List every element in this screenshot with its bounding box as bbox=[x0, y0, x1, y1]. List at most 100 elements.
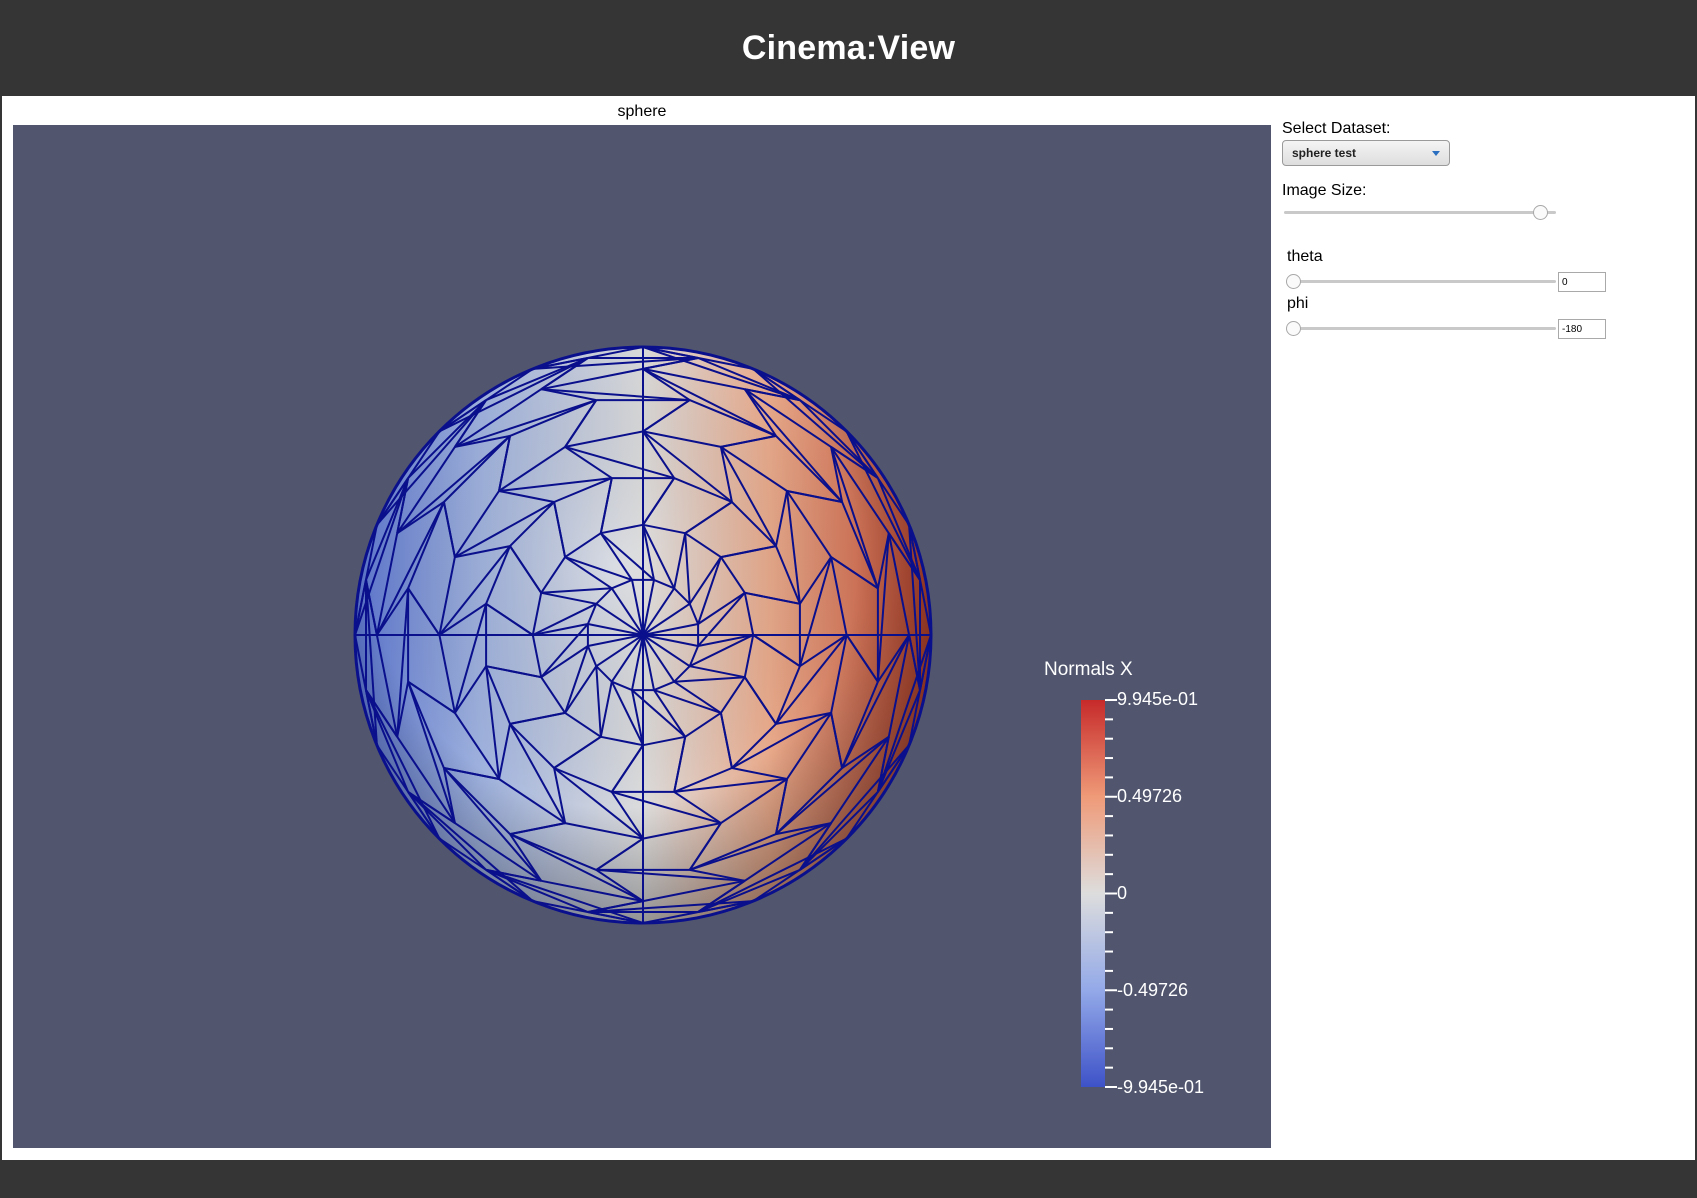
mesh-edge bbox=[564, 532, 602, 558]
image-size-slider-track[interactable] bbox=[1284, 211, 1556, 214]
mesh-edge bbox=[407, 791, 534, 902]
mesh-edge bbox=[600, 523, 644, 535]
mesh-edge bbox=[684, 533, 691, 604]
colorbar: Normals X 9.945e-01 0.49726 0 -0.49726 -… bbox=[1044, 659, 1204, 1097]
mesh-edge bbox=[841, 681, 879, 769]
mesh-edge bbox=[775, 778, 788, 835]
mesh-edge bbox=[509, 711, 566, 725]
mesh-edge bbox=[454, 545, 511, 559]
mesh-edge bbox=[509, 723, 555, 769]
mesh-edge bbox=[564, 446, 613, 479]
mesh-edge bbox=[541, 587, 612, 594]
mesh-edge bbox=[752, 837, 848, 902]
mesh-edge bbox=[876, 689, 921, 793]
mesh-edge bbox=[354, 524, 378, 636]
mesh-edge bbox=[375, 533, 399, 636]
frame-border-left bbox=[0, 96, 2, 1160]
mesh-edge bbox=[541, 388, 690, 402]
mesh-edge bbox=[684, 712, 722, 738]
mesh-outline bbox=[353, 345, 933, 925]
mesh-edge bbox=[595, 837, 644, 871]
mesh-edge bbox=[642, 346, 801, 402]
param-theta-input[interactable] bbox=[1558, 272, 1606, 292]
mesh-edge bbox=[845, 744, 910, 840]
mesh-edge bbox=[595, 666, 602, 737]
mesh-edge bbox=[775, 767, 843, 835]
mesh-edge bbox=[443, 767, 542, 882]
mesh-edge bbox=[541, 367, 644, 391]
mesh-edge bbox=[540, 357, 589, 391]
mesh-edge bbox=[731, 767, 788, 780]
mesh-edge bbox=[631, 579, 644, 636]
image-size-label: Image Size: bbox=[1282, 182, 1367, 199]
mesh-edge bbox=[564, 556, 613, 590]
param-theta-slider-track[interactable] bbox=[1286, 280, 1556, 283]
mesh-edge bbox=[610, 681, 644, 746]
mesh-edge bbox=[908, 524, 921, 691]
mesh-edge bbox=[775, 634, 848, 725]
render-viewport[interactable]: Normals X 9.945e-01 0.49726 0 -0.49726 -… bbox=[13, 125, 1271, 1148]
mesh-edge bbox=[841, 634, 910, 769]
mesh-edge bbox=[553, 477, 613, 503]
app-header: Cinema:View bbox=[0, 0, 1697, 96]
mesh-edge bbox=[438, 545, 511, 636]
mesh-edge bbox=[498, 723, 511, 780]
mesh-edge bbox=[509, 833, 644, 902]
mesh-edge bbox=[564, 430, 644, 448]
mesh-edge bbox=[587, 634, 644, 647]
mesh-edge bbox=[407, 791, 487, 871]
mesh-edge bbox=[642, 623, 699, 636]
mesh-edge bbox=[642, 634, 676, 683]
param-phi-slider-thumb[interactable] bbox=[1286, 321, 1301, 336]
mesh-edge bbox=[642, 430, 722, 448]
mesh-edge bbox=[689, 868, 745, 882]
mesh-edge bbox=[454, 399, 597, 448]
mesh-edge bbox=[595, 602, 644, 636]
mesh-edge bbox=[743, 676, 777, 725]
mesh-edge bbox=[443, 767, 500, 780]
mesh-edge bbox=[689, 399, 777, 437]
mesh-edge bbox=[485, 868, 589, 913]
mesh-edge bbox=[642, 634, 691, 668]
mesh-edge bbox=[653, 680, 675, 692]
mesh-edge bbox=[688, 822, 722, 871]
mesh-edge bbox=[365, 579, 378, 746]
mesh-edge bbox=[786, 490, 843, 503]
mesh-edge bbox=[396, 435, 511, 534]
mesh-edge bbox=[775, 711, 832, 725]
mesh-edge bbox=[595, 634, 644, 668]
mesh-edge bbox=[443, 767, 511, 835]
image-size-slider-thumb[interactable] bbox=[1533, 205, 1549, 220]
mesh-edge bbox=[720, 778, 788, 824]
param-phi-slider-track[interactable] bbox=[1286, 327, 1556, 330]
mesh-edge bbox=[631, 689, 686, 738]
param-phi-input[interactable] bbox=[1558, 319, 1606, 339]
mesh-edge bbox=[587, 900, 754, 913]
mesh-edge bbox=[743, 388, 777, 437]
mesh-edge bbox=[830, 446, 890, 534]
sphere-mesh bbox=[353, 345, 933, 925]
dataset-select[interactable]: sphere test bbox=[1282, 140, 1450, 166]
mesh-edge bbox=[845, 430, 910, 526]
sphere-wireframe bbox=[353, 345, 933, 925]
mesh-edge bbox=[642, 368, 691, 401]
mesh-edge bbox=[720, 545, 777, 559]
mesh-edge bbox=[731, 712, 832, 769]
mesh-edge bbox=[642, 523, 686, 535]
mesh-edge bbox=[697, 879, 746, 913]
mesh-edge bbox=[454, 712, 500, 780]
mesh-edge bbox=[786, 490, 801, 604]
mesh-edge bbox=[407, 587, 441, 636]
param-theta-slider-thumb[interactable] bbox=[1286, 274, 1301, 289]
mesh-edge bbox=[509, 822, 566, 836]
mesh-edge bbox=[454, 388, 542, 448]
mesh-edge bbox=[642, 430, 676, 479]
mesh-edge bbox=[438, 837, 534, 902]
mesh-edge bbox=[744, 822, 832, 882]
mesh-edge bbox=[407, 399, 487, 479]
mesh-edge bbox=[798, 556, 833, 667]
mesh-edge bbox=[684, 501, 733, 535]
mesh-edge bbox=[689, 665, 745, 679]
mesh-edge bbox=[438, 357, 589, 433]
mesh-edge bbox=[365, 477, 410, 581]
